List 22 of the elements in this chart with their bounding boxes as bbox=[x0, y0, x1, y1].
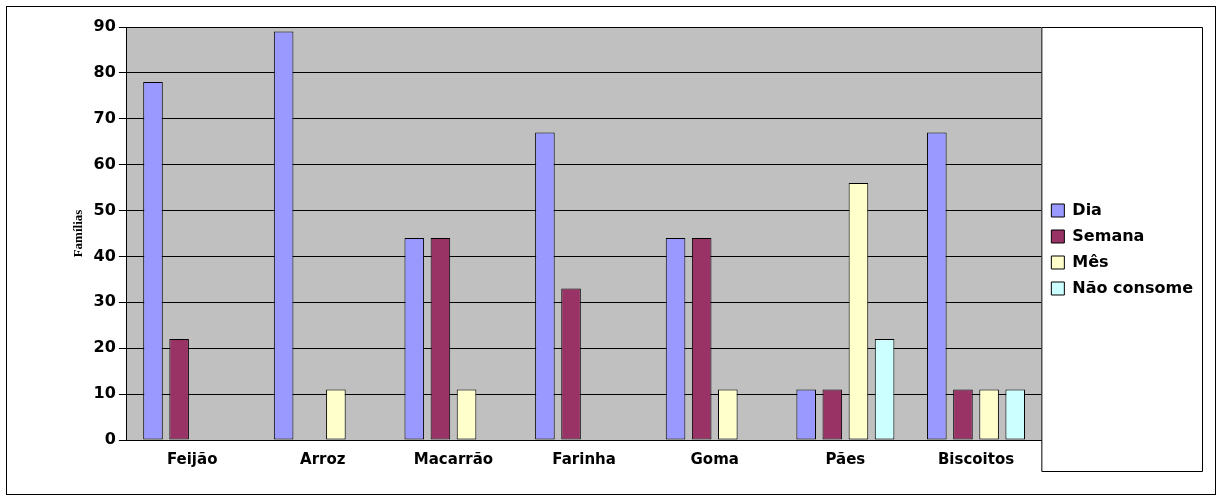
x-tick-label: Farinha bbox=[552, 449, 616, 468]
y-tick-label: 80 bbox=[93, 62, 116, 82]
x-tick-label: Arroz bbox=[300, 449, 346, 468]
y-axis-title: Famílias bbox=[70, 209, 86, 258]
y-tick-label: 20 bbox=[93, 337, 116, 357]
y-tick-label: 30 bbox=[93, 291, 116, 311]
x-tick-label: Biscoitos bbox=[937, 449, 1015, 468]
y-tick-label: 50 bbox=[93, 199, 116, 219]
x-tick-label: Feijão bbox=[166, 449, 218, 468]
legend-label: Dia bbox=[1072, 199, 1102, 219]
y-tick-label: 70 bbox=[93, 107, 116, 127]
y-tick-label: 60 bbox=[93, 153, 116, 173]
x-tick-label: Pães bbox=[825, 449, 866, 468]
legend-label: Não consome bbox=[1072, 277, 1194, 297]
y-tick-label: 0 bbox=[104, 429, 116, 449]
y-tick-label: 40 bbox=[93, 245, 116, 265]
x-tick-label: Goma bbox=[690, 449, 739, 468]
legend-label: Mês bbox=[1072, 251, 1109, 271]
y-tick-label: 90 bbox=[93, 16, 116, 36]
x-tick-label: Macarrão bbox=[413, 449, 494, 468]
y-tick-label: 10 bbox=[93, 383, 116, 403]
legend-label: Semana bbox=[1072, 225, 1145, 245]
